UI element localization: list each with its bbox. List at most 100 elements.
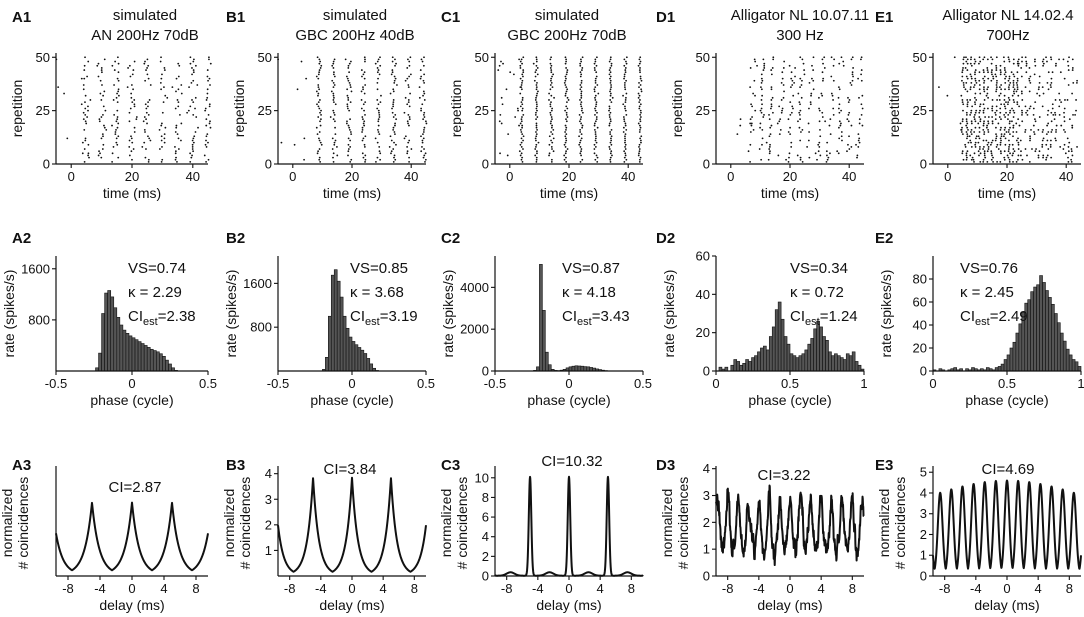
spike-dot [535, 94, 538, 97]
spike-dot [364, 154, 367, 157]
spike-dot [966, 105, 969, 108]
spike-dot [860, 56, 863, 59]
spike-dot [550, 158, 553, 161]
spike-dot [1013, 75, 1016, 78]
spike-dot [208, 77, 211, 80]
spike-dot [990, 141, 993, 144]
spike-dot [610, 137, 612, 140]
histogram-bar [739, 364, 743, 372]
spike-dot [117, 90, 120, 93]
spike-dot [983, 75, 986, 78]
spike-dot [983, 88, 985, 91]
spike-dot [1015, 90, 1018, 93]
x-tick-label: -0.5 [267, 376, 289, 391]
spike-dot [147, 77, 150, 80]
spike-dot [754, 94, 756, 97]
spike-dot [205, 139, 207, 142]
spike-dot [131, 73, 134, 76]
spike-dot [982, 109, 985, 112]
spike-dot [1007, 148, 1010, 150]
y-tick-label: 1 [703, 542, 710, 557]
histogram-bar [125, 333, 130, 372]
spike-dot [332, 152, 335, 155]
spike-dot [506, 154, 509, 157]
spike-dot [404, 135, 407, 138]
x-tick-label: 40 [842, 169, 856, 184]
y-axis-label: repetition [231, 80, 247, 138]
spike-dot [406, 150, 409, 153]
x-axis-label: delay (ms) [974, 597, 1039, 613]
chart-title: Alligator NL 10.07.11 [731, 7, 869, 24]
spike-dot [974, 141, 977, 144]
spike-dot [346, 103, 349, 106]
spike-dot [112, 99, 115, 101]
spike-dot [830, 75, 833, 78]
spike-dot [391, 60, 394, 63]
spike-dot [191, 154, 193, 157]
spike-dot [608, 148, 611, 150]
spike-dot [579, 139, 582, 142]
spike-dot [548, 154, 550, 157]
spike-dot [991, 107, 994, 110]
spike-dot [1038, 86, 1040, 89]
spike-dot [500, 60, 502, 63]
spike-dot [754, 109, 757, 112]
spike-dot [141, 146, 144, 148]
spike-dot [565, 58, 568, 61]
spike-dot [550, 160, 553, 163]
spike-dot [161, 158, 164, 161]
spike-dot [580, 137, 583, 140]
spike-dot [205, 135, 208, 138]
spike-dot [814, 152, 817, 155]
spike-dot [1076, 79, 1078, 82]
spike-dot [349, 160, 352, 163]
spike-dot [962, 103, 965, 106]
spike-dot [986, 67, 989, 69]
spike-dot [177, 88, 180, 91]
x-tick-label: -4 [753, 581, 765, 596]
spike-dot [772, 58, 775, 61]
spike-dot [315, 126, 318, 129]
spike-dot [423, 154, 426, 157]
spike-dot [596, 84, 599, 86]
spike-dot [965, 158, 968, 161]
spike-dot [762, 58, 765, 61]
histogram-bar [771, 326, 776, 372]
spike-dot [609, 131, 612, 133]
spike-dot [751, 105, 754, 108]
spike-dot [974, 126, 977, 129]
spike-dot [1046, 60, 1048, 63]
spike-dot [638, 150, 641, 153]
spike-dot [1026, 109, 1029, 112]
spike-dot [1003, 114, 1006, 116]
spike-dot [518, 58, 521, 61]
spike-dot [194, 96, 197, 99]
histogram-bar [851, 351, 856, 372]
spike-dot [610, 135, 613, 138]
spike-dot [639, 56, 642, 59]
spike-dot [969, 131, 972, 133]
y-tick-label: 4 [482, 529, 489, 544]
spike-dot [160, 88, 162, 91]
spike-dot [332, 99, 335, 101]
spike-dot [840, 135, 843, 138]
spike-dot [1033, 73, 1036, 76]
spike-dot [360, 90, 363, 93]
x-tick-label: 20 [1000, 169, 1014, 184]
spike-dot [1024, 56, 1027, 59]
spike-dot [966, 103, 969, 106]
spike-dot [315, 90, 318, 93]
histogram-bar [104, 292, 108, 372]
spike-dot [535, 118, 537, 121]
spike-dot [1015, 160, 1018, 163]
spike-dot [1000, 118, 1002, 121]
spike-dot [596, 160, 599, 163]
y-tick-label: 50 [696, 50, 710, 65]
spike-dot [624, 152, 627, 155]
spike-dot [563, 143, 566, 146]
spike-dot [1054, 114, 1057, 116]
spike-dot [789, 101, 792, 103]
spike-dot [787, 131, 790, 133]
spike-dot [1050, 77, 1053, 80]
spike-dot [975, 109, 978, 112]
